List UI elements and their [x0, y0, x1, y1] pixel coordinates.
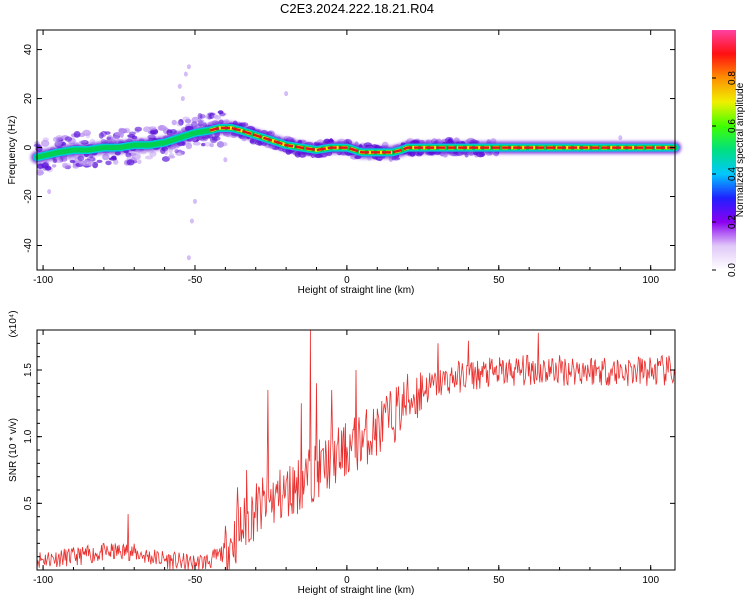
snr-y-axis-label: SNR (10 * v/v) — [8, 418, 19, 482]
spread-blob — [176, 121, 182, 127]
spread-blob — [99, 132, 104, 138]
spread-blob — [118, 128, 124, 133]
spectrogram-x-tick-label: 100 — [642, 275, 659, 286]
outlier-blob — [223, 157, 227, 162]
spread-blob — [172, 120, 177, 125]
spread-blob — [52, 164, 56, 167]
colorbar: 0.0 0.2 0.4 0.6 0.8 Normalized spectral ampl… — [712, 30, 746, 277]
spread-blob — [82, 130, 91, 136]
spread-blob — [105, 161, 111, 166]
spectrogram-y-tick-label: -20 — [23, 189, 34, 204]
spread-blob — [106, 137, 111, 140]
spread-blob — [145, 156, 153, 160]
spread-blob — [127, 159, 135, 165]
snr-x-tick-label: -50 — [188, 575, 203, 586]
snr-x-tick-label: 50 — [493, 575, 505, 586]
spread-blob — [38, 171, 44, 175]
spectrogram-y-axis-label: Frequency (Hz) — [7, 116, 18, 185]
spread-blob — [78, 161, 87, 165]
spread-blob — [77, 155, 84, 161]
outlier-blob — [193, 199, 197, 204]
spread-blob — [186, 143, 192, 150]
spread-blob — [132, 153, 141, 160]
spread-blob — [198, 113, 203, 120]
outlier-blob — [187, 64, 191, 69]
spectrogram-x-axis-label: Height of straight line (km) — [298, 285, 415, 296]
spread-blob — [168, 147, 173, 154]
spread-blob — [150, 130, 158, 135]
spread-blob — [55, 135, 63, 140]
spectrogram-x-tick-label: -100 — [33, 275, 53, 286]
snr-panel: -100 -50 0 50 100 0.5 1.0 1.5 Height of straigh… — [8, 310, 675, 596]
snr-y-tick-label: 1.0 — [23, 429, 34, 443]
snr-x-tick-label: -100 — [33, 575, 53, 586]
spread-blob — [193, 142, 201, 146]
spectrogram-y-tick-label: 0 — [23, 144, 34, 150]
spread-blob — [70, 160, 76, 163]
spread-blob — [182, 117, 189, 121]
colorbar-gradient — [712, 30, 736, 270]
outlier-blob — [284, 91, 288, 96]
spread-blob — [97, 160, 103, 163]
spectrogram-panel: -100 -50 0 50 100 -40 -20 0 20 40 Height of strai… — [7, 30, 675, 296]
outlier-blob — [178, 84, 182, 89]
spectrogram-y-tick-label: -40 — [23, 238, 34, 253]
spread-blob — [88, 160, 93, 166]
spread-blob — [102, 154, 109, 161]
spread-blob — [219, 112, 225, 116]
spread-blob — [222, 142, 227, 146]
spread-blob — [132, 136, 138, 140]
spread-blob — [79, 140, 88, 143]
outlier-blob — [47, 189, 51, 194]
spread-blob — [168, 155, 176, 158]
spread-blob — [74, 131, 81, 138]
outlier-blob — [187, 255, 191, 260]
figure: C2E3.2024.222.18.21.R04 -100 -50 0 50 100 -40… — [0, 0, 750, 600]
spread-blob — [159, 125, 163, 130]
spectrogram-x-tick-label: 50 — [493, 275, 505, 286]
spread-blob — [149, 126, 156, 130]
spread-blob — [224, 119, 229, 122]
spread-blob — [204, 142, 212, 147]
snr-y-tick-label: 1.5 — [23, 363, 34, 377]
snr-y-tick-label: 0.5 — [23, 496, 34, 510]
snr-x-axis-label: Height of straight line (km) — [298, 585, 415, 596]
spectrogram-x-tick-label: -50 — [188, 275, 203, 286]
spectrogram-y-tick-label: 20 — [23, 93, 34, 105]
spread-blob — [43, 137, 49, 141]
spread-blob — [174, 149, 178, 153]
spread-blob — [55, 140, 62, 146]
spread-blob — [138, 151, 146, 154]
colorbar-tick-label: 0.0 — [727, 263, 738, 277]
figure-title: C2E3.2024.222.18.21.R04 — [280, 1, 434, 16]
outlier-blob — [190, 219, 194, 224]
spread-blob — [111, 156, 116, 160]
outlier-blob — [184, 72, 188, 77]
outlier-blob — [618, 135, 622, 140]
spread-blob — [65, 136, 72, 141]
spectrogram-y-tick-label: 40 — [23, 44, 34, 56]
spread-blob — [62, 163, 68, 169]
snr-x-tick-label: 100 — [642, 575, 659, 586]
colorbar-label: Normalized spectral amplitude — [735, 82, 746, 217]
spread-blob — [137, 159, 141, 164]
snr-y-multiplier: (x10⁴) — [8, 310, 19, 337]
spread-blob — [45, 166, 52, 171]
spread-blob — [135, 127, 142, 132]
outlier-blob — [181, 96, 185, 101]
spread-blob — [207, 112, 215, 115]
